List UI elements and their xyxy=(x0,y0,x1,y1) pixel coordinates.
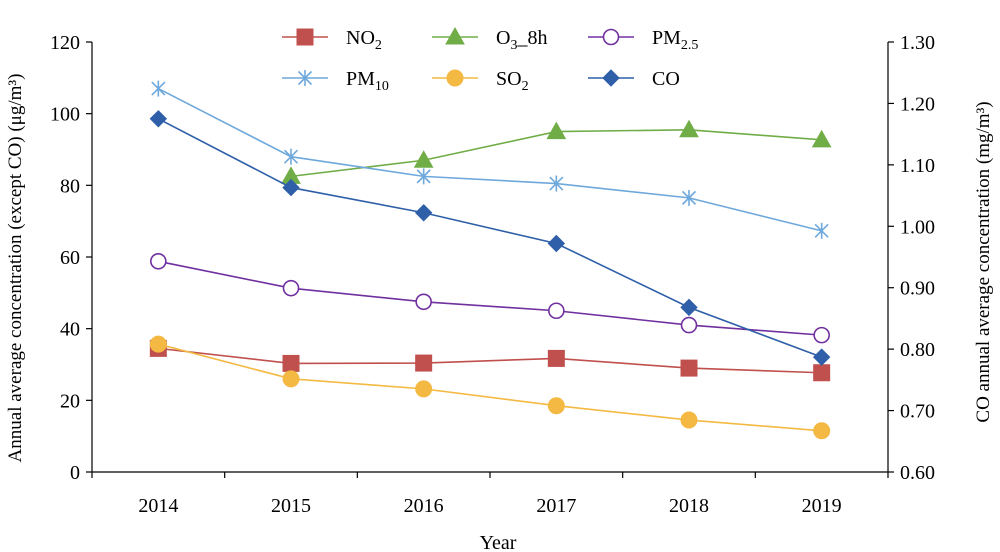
data-point xyxy=(813,364,831,382)
x-tick-label: 2015 xyxy=(271,495,311,517)
data-point xyxy=(547,397,565,415)
data-point xyxy=(282,370,300,388)
y-left-tick-label: 20 xyxy=(60,390,80,412)
data-point xyxy=(413,150,434,168)
data-point xyxy=(548,302,565,320)
legend-label: PM10 xyxy=(346,68,389,94)
data-point xyxy=(415,293,432,311)
legend-label: NO2 xyxy=(346,27,382,53)
y-left-tick-label: 0 xyxy=(70,462,80,484)
data-point xyxy=(811,129,832,148)
data-point xyxy=(547,234,566,253)
legend-label: SO2 xyxy=(496,68,529,94)
data-point xyxy=(283,148,299,165)
data-point xyxy=(414,204,433,222)
data-point xyxy=(814,222,829,239)
y-left-tick-label: 120 xyxy=(50,32,80,54)
y-right-tick-label: 1.20 xyxy=(900,93,935,115)
data-point xyxy=(547,349,565,367)
series-0 xyxy=(149,339,831,382)
y-right-tick-label: 1.30 xyxy=(900,32,935,54)
data-point xyxy=(282,178,300,197)
data-point xyxy=(150,252,167,270)
data-point xyxy=(681,189,697,206)
x-tick-label: 2014 xyxy=(138,495,178,517)
data-point xyxy=(282,279,300,297)
data-point xyxy=(812,348,831,366)
series-line xyxy=(158,347,822,374)
x-tick-label: 2019 xyxy=(802,495,842,517)
series-line xyxy=(158,260,822,336)
data-point xyxy=(149,335,167,353)
y-right-tick-label: 0.80 xyxy=(900,339,935,361)
axes: 0 20 40 60 80 100 120 0.60 0.70 0.80 0.90 1.00 1.10 1… xyxy=(50,32,935,517)
legend-marker xyxy=(297,70,313,86)
data-point xyxy=(813,326,830,344)
data-point xyxy=(680,411,698,429)
legend-marker xyxy=(602,28,620,46)
data-point xyxy=(416,168,431,185)
data-point xyxy=(151,80,166,97)
legend-marker xyxy=(602,69,620,87)
legend-marker xyxy=(445,26,465,45)
series-3 xyxy=(151,80,829,239)
y-right-tick-label: 0.60 xyxy=(900,462,935,484)
series-5 xyxy=(149,110,831,366)
series-4 xyxy=(149,335,831,440)
series-2 xyxy=(150,252,830,344)
data-point xyxy=(415,380,433,398)
y-axis-left-label: Annual average concentration (except CO)… xyxy=(5,74,26,463)
y-right-tick-label: 1.10 xyxy=(900,155,935,177)
legend-item: SO2 xyxy=(432,68,529,94)
x-tick-label: 2017 xyxy=(536,495,576,517)
data-point xyxy=(680,359,698,377)
data-point xyxy=(546,121,567,140)
data-point xyxy=(549,175,564,192)
x-tick-label: 2018 xyxy=(669,495,709,517)
data-point xyxy=(680,298,698,317)
legend-item: PM2.5 xyxy=(588,27,698,53)
y-right-tick-label: 1.00 xyxy=(900,216,935,238)
legend-label: O3_8h xyxy=(496,27,547,53)
series-layer xyxy=(149,80,832,440)
y-axis-right-label: CO annual average concentration (mg/m³) xyxy=(973,101,994,422)
legend: NO2 O3_8h PM2.5 PM10 SO2 CO xyxy=(282,26,698,94)
data-point xyxy=(415,354,433,372)
y-right-tick-label: 0.90 xyxy=(900,278,935,300)
y-left-tick-label: 80 xyxy=(60,175,80,197)
y-right-tick-label: 0.70 xyxy=(900,401,935,423)
series-line xyxy=(157,87,822,232)
y-left-tick-label: 60 xyxy=(60,247,80,269)
legend-marker xyxy=(446,69,464,87)
data-point xyxy=(679,119,699,138)
legend-label: CO xyxy=(652,68,680,90)
data-point xyxy=(149,110,168,128)
series-line xyxy=(157,118,822,358)
legend-item: CO xyxy=(588,68,680,90)
legend-label: PM2.5 xyxy=(652,27,698,53)
data-point xyxy=(813,422,831,440)
legend-item: NO2 xyxy=(282,27,382,53)
legend-item: PM10 xyxy=(282,68,389,94)
x-tick-label: 2016 xyxy=(404,495,444,517)
y-left-tick-label: 100 xyxy=(50,104,80,126)
y-left-tick-label: 40 xyxy=(60,319,80,341)
data-point xyxy=(282,354,300,372)
series-1 xyxy=(281,119,832,184)
data-point xyxy=(680,316,698,334)
x-axis-label: Year xyxy=(480,532,517,552)
legend-item: O3_8h xyxy=(432,26,547,53)
series-line xyxy=(158,343,822,432)
legend-marker xyxy=(296,28,314,46)
